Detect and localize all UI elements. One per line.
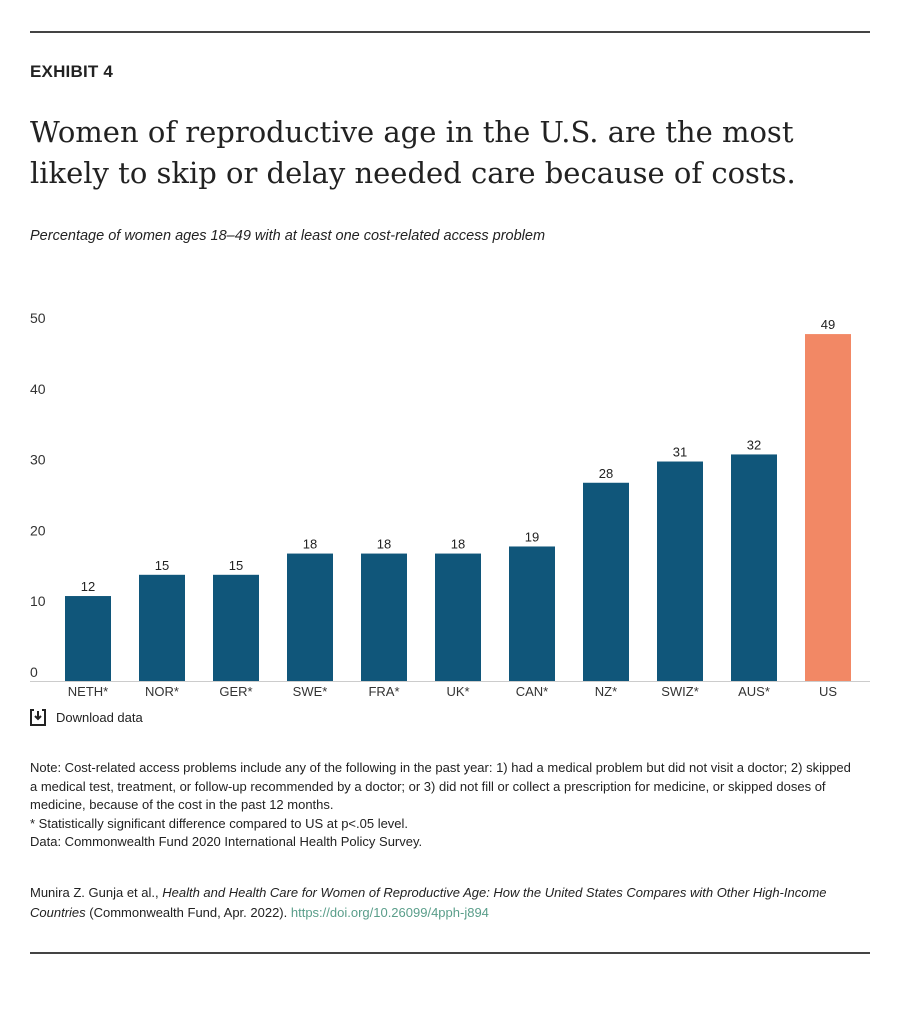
data-label: 19 <box>525 529 539 544</box>
y-tick-label: 40 <box>30 381 46 397</box>
bar <box>65 596 111 681</box>
chart-title: Women of reproductive age in the U.S. ar… <box>30 115 796 190</box>
note-text: Note: Cost-related access problems inclu… <box>30 760 851 812</box>
bar <box>287 553 333 681</box>
download-icon <box>30 709 46 726</box>
x-tick-label: NOR* <box>145 684 179 699</box>
bar <box>361 553 407 681</box>
y-tick-label: 0 <box>30 664 38 680</box>
y-tick-label: 10 <box>30 593 46 609</box>
data-label: 18 <box>377 537 391 552</box>
x-tick-label: AUS* <box>738 684 770 699</box>
doi-link[interactable]: https://doi.org/10.26099/4pph-j894 <box>290 905 489 920</box>
data-source: Data: Commonwealth Fund 2020 Internation… <box>30 834 423 849</box>
data-label: 49 <box>821 317 835 332</box>
bottom-rule <box>30 952 870 954</box>
x-tick-label: US <box>819 684 837 699</box>
x-tick-label: GER* <box>219 684 252 699</box>
data-label: 28 <box>599 466 613 481</box>
y-tick-label: 20 <box>30 522 46 538</box>
x-tick-label: NZ* <box>595 684 617 699</box>
x-tick-label: CAN* <box>516 684 549 699</box>
data-label: 32 <box>747 437 761 452</box>
data-label: 18 <box>303 537 317 552</box>
citation: Munira Z. Gunja et al., Health and Healt… <box>30 883 870 923</box>
data-label: 18 <box>451 537 465 552</box>
bar <box>139 574 185 681</box>
bar <box>657 461 703 681</box>
bar <box>213 574 259 681</box>
bar <box>583 482 629 681</box>
x-tick-label: FRA* <box>368 684 399 699</box>
data-label: 15 <box>155 558 169 573</box>
top-rule <box>30 31 870 33</box>
x-tick-label: SWIZ* <box>661 684 699 699</box>
x-tick-label: SWE* <box>293 684 328 699</box>
bar <box>435 553 481 681</box>
citation-authors: Munira Z. Gunja et al., <box>30 885 163 900</box>
download-label: Download data <box>56 710 143 725</box>
y-tick-label: 50 <box>30 310 46 326</box>
data-label: 15 <box>229 558 243 573</box>
chart-subtitle: Percentage of women ages 18–49 with at l… <box>30 228 546 244</box>
download-data-button[interactable]: Download data <box>30 709 143 726</box>
bar <box>805 334 851 681</box>
note: Note: Cost-related access problems inclu… <box>30 759 860 852</box>
exhibit-label: EXHIBIT 4 <box>30 62 114 81</box>
data-label: 12 <box>81 579 95 594</box>
y-tick-label: 30 <box>30 452 46 468</box>
citation-work: Health and Health Care for Women of Repr… <box>30 885 827 920</box>
significance-note: * Statistically significant difference c… <box>30 815 409 831</box>
bar <box>731 454 777 681</box>
x-tick-label: NETH* <box>68 684 108 699</box>
data-label: 31 <box>673 445 687 460</box>
citation-publisher: (Commonwealth Fund, Apr. 2022). <box>85 905 291 920</box>
x-tick-label: UK* <box>446 684 469 699</box>
bar-chart: 0 10 20 30 40 50 12 NETH* 15 NOR* 15 GER* 18 SWE* 18 FR… <box>30 310 870 699</box>
bar <box>509 546 555 681</box>
